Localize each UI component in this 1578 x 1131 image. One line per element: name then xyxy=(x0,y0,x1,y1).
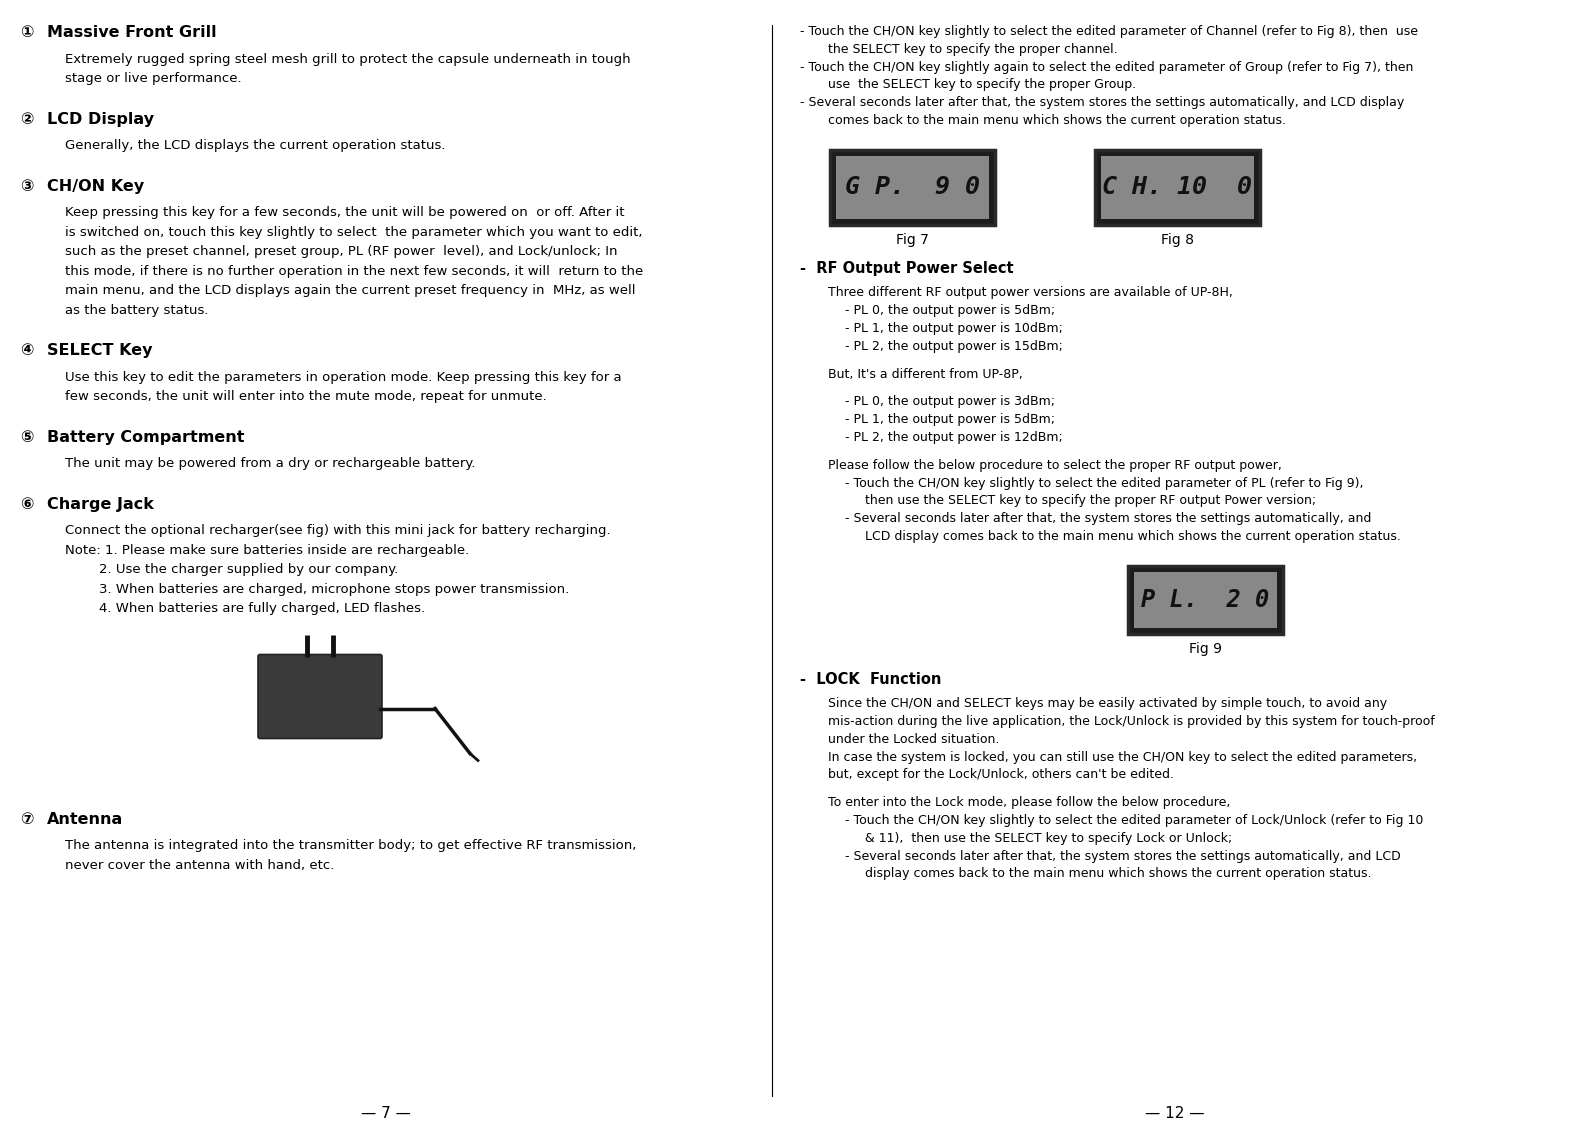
Text: under the Locked situation.: under the Locked situation. xyxy=(828,733,999,745)
Text: - PL 1, the output power is 5dBm;: - PL 1, the output power is 5dBm; xyxy=(844,413,1056,426)
Text: mis-action during the live application, the Lock/Unlock is provided by this syst: mis-action during the live application, … xyxy=(828,715,1434,728)
Text: - Several seconds later after that, the system stores the settings automatically: - Several seconds later after that, the … xyxy=(844,512,1371,525)
Text: ⑤: ⑤ xyxy=(21,430,33,444)
Text: ②: ② xyxy=(21,112,33,127)
Text: such as the preset channel, preset group, PL (RF power  level), and Lock/unlock;: such as the preset channel, preset group… xyxy=(65,245,617,258)
Text: - Several seconds later after that, the system stores the settings automatically: - Several seconds later after that, the … xyxy=(800,96,1404,110)
Text: The unit may be powered from a dry or rechargeable battery.: The unit may be powered from a dry or re… xyxy=(65,457,475,470)
Text: - Several seconds later after that, the system stores the settings automatically: - Several seconds later after that, the … xyxy=(844,849,1401,863)
Text: - PL 2, the output power is 12dBm;: - PL 2, the output power is 12dBm; xyxy=(844,431,1062,443)
Text: ⑥: ⑥ xyxy=(21,497,33,511)
FancyBboxPatch shape xyxy=(257,655,382,739)
FancyBboxPatch shape xyxy=(836,156,989,218)
Text: as the battery status.: as the battery status. xyxy=(65,303,208,317)
Text: Fig 7: Fig 7 xyxy=(896,233,929,247)
Text: - PL 2, the output power is 15dBm;: - PL 2, the output power is 15dBm; xyxy=(844,339,1064,353)
Text: P L.  2 0: P L. 2 0 xyxy=(1141,588,1269,612)
Text: - PL 1, the output power is 10dBm;: - PL 1, the output power is 10dBm; xyxy=(844,322,1064,335)
Text: then use the SELECT key to specify the proper RF output Power version;: then use the SELECT key to specify the p… xyxy=(865,494,1316,508)
Text: use  the SELECT key to specify the proper Group.: use the SELECT key to specify the proper… xyxy=(828,78,1136,92)
Text: Battery Compartment: Battery Compartment xyxy=(47,430,245,444)
Text: Since the CH/ON and SELECT keys may be easily activated by simple touch, to avoi: Since the CH/ON and SELECT keys may be e… xyxy=(828,697,1387,710)
Text: LCD Display: LCD Display xyxy=(47,112,155,127)
Text: Massive Front Grill: Massive Front Grill xyxy=(47,25,216,40)
Text: but, except for the Lock/Unlock, others can't be edited.: but, except for the Lock/Unlock, others … xyxy=(828,768,1174,782)
Text: SELECT Key: SELECT Key xyxy=(47,343,153,359)
Text: 2. Use the charger supplied by our company.: 2. Use the charger supplied by our compa… xyxy=(65,563,398,576)
Text: Use this key to edit the parameters in operation mode. Keep pressing this key fo: Use this key to edit the parameters in o… xyxy=(65,371,622,383)
Text: display comes back to the main menu which shows the current operation status.: display comes back to the main menu whic… xyxy=(865,867,1371,880)
Text: G P.  9 0: G P. 9 0 xyxy=(844,175,980,199)
Text: -  LOCK  Function: - LOCK Function xyxy=(800,672,942,687)
Text: ④: ④ xyxy=(21,343,33,359)
Text: Charge Jack: Charge Jack xyxy=(47,497,155,511)
Text: To enter into the Lock mode, please follow the below procedure,: To enter into the Lock mode, please foll… xyxy=(828,796,1231,809)
Text: ③: ③ xyxy=(21,179,33,193)
Text: LCD display comes back to the main menu which shows the current operation status: LCD display comes back to the main menu … xyxy=(865,530,1401,543)
Text: Extremely rugged spring steel mesh grill to protect the capsule underneath in to: Extremely rugged spring steel mesh grill… xyxy=(65,52,631,66)
Text: Antenna: Antenna xyxy=(47,812,123,827)
Text: - Touch the CH/ON key slightly to select the edited parameter of Lock/Unlock (re: - Touch the CH/ON key slightly to select… xyxy=(844,814,1423,827)
Text: main menu, and the LCD displays again the current preset frequency in  MHz, as w: main menu, and the LCD displays again th… xyxy=(65,284,636,297)
Text: never cover the antenna with hand, etc.: never cover the antenna with hand, etc. xyxy=(65,858,335,872)
Text: this mode, if there is no further operation in the next few seconds, it will  re: this mode, if there is no further operat… xyxy=(65,265,644,277)
Text: Three different RF output power versions are available of UP-8H,: Three different RF output power versions… xyxy=(828,286,1232,300)
Text: - Touch the CH/ON key slightly again to select the edited parameter of Group (re: - Touch the CH/ON key slightly again to … xyxy=(800,61,1414,74)
Text: the SELECT key to specify the proper channel.: the SELECT key to specify the proper cha… xyxy=(828,43,1117,55)
Text: 4. When batteries are fully charged, LED flashes.: 4. When batteries are fully charged, LED… xyxy=(65,602,424,615)
Text: comes back to the main menu which shows the current operation status.: comes back to the main menu which shows … xyxy=(828,114,1286,127)
Text: Keep pressing this key for a few seconds, the unit will be powered on  or off. A: Keep pressing this key for a few seconds… xyxy=(65,206,625,219)
Text: Note: 1. Please make sure batteries inside are rechargeable.: Note: 1. Please make sure batteries insi… xyxy=(65,544,469,556)
Text: few seconds, the unit will enter into the mute mode, repeat for unmute.: few seconds, the unit will enter into th… xyxy=(65,390,546,403)
FancyBboxPatch shape xyxy=(1128,566,1283,633)
Text: Generally, the LCD displays the current operation status.: Generally, the LCD displays the current … xyxy=(65,139,445,152)
Text: C H. 10  0: C H. 10 0 xyxy=(1103,175,1253,199)
FancyBboxPatch shape xyxy=(1101,156,1255,218)
Text: & 11),  then use the SELECT key to specify Lock or Unlock;: & 11), then use the SELECT key to specif… xyxy=(865,831,1232,845)
Text: Fig 9: Fig 9 xyxy=(1188,641,1221,656)
Text: stage or live performance.: stage or live performance. xyxy=(65,72,241,85)
Text: Fig 8: Fig 8 xyxy=(1161,233,1195,247)
Text: The antenna is integrated into the transmitter body; to get effective RF transmi: The antenna is integrated into the trans… xyxy=(65,839,636,852)
Text: -  RF Output Power Select: - RF Output Power Select xyxy=(800,261,1013,276)
Text: Please follow the below procedure to select the proper RF output power,: Please follow the below procedure to sel… xyxy=(828,459,1281,472)
FancyBboxPatch shape xyxy=(830,149,996,225)
Text: CH/ON Key: CH/ON Key xyxy=(47,179,144,193)
Text: - PL 0, the output power is 5dBm;: - PL 0, the output power is 5dBm; xyxy=(844,304,1056,317)
Text: Connect the optional recharger(see fig) with this mini jack for battery rechargi: Connect the optional recharger(see fig) … xyxy=(65,524,611,537)
Text: - PL 0, the output power is 3dBm;: - PL 0, the output power is 3dBm; xyxy=(844,396,1056,408)
Text: is switched on, touch this key slightly to select  the parameter which you want : is switched on, touch this key slightly … xyxy=(65,225,642,239)
Text: — 7 —: — 7 — xyxy=(361,1105,410,1121)
Text: ①: ① xyxy=(21,25,33,40)
Text: But, It's a different from UP-8P,: But, It's a different from UP-8P, xyxy=(828,368,1023,380)
FancyBboxPatch shape xyxy=(1133,571,1277,628)
Text: ⑦: ⑦ xyxy=(21,812,33,827)
Text: — 12 —: — 12 — xyxy=(1146,1105,1204,1121)
FancyBboxPatch shape xyxy=(1095,149,1259,225)
Text: - Touch the CH/ON key slightly to select the edited parameter of Channel (refer : - Touch the CH/ON key slightly to select… xyxy=(800,25,1419,38)
Text: 3. When batteries are charged, microphone stops power transmission.: 3. When batteries are charged, microphon… xyxy=(65,582,570,596)
Text: - Touch the CH/ON key slightly to select the edited parameter of PL (refer to Fi: - Touch the CH/ON key slightly to select… xyxy=(844,476,1363,490)
Text: In case the system is locked, you can still use the CH/ON key to select the edit: In case the system is locked, you can st… xyxy=(828,751,1417,763)
